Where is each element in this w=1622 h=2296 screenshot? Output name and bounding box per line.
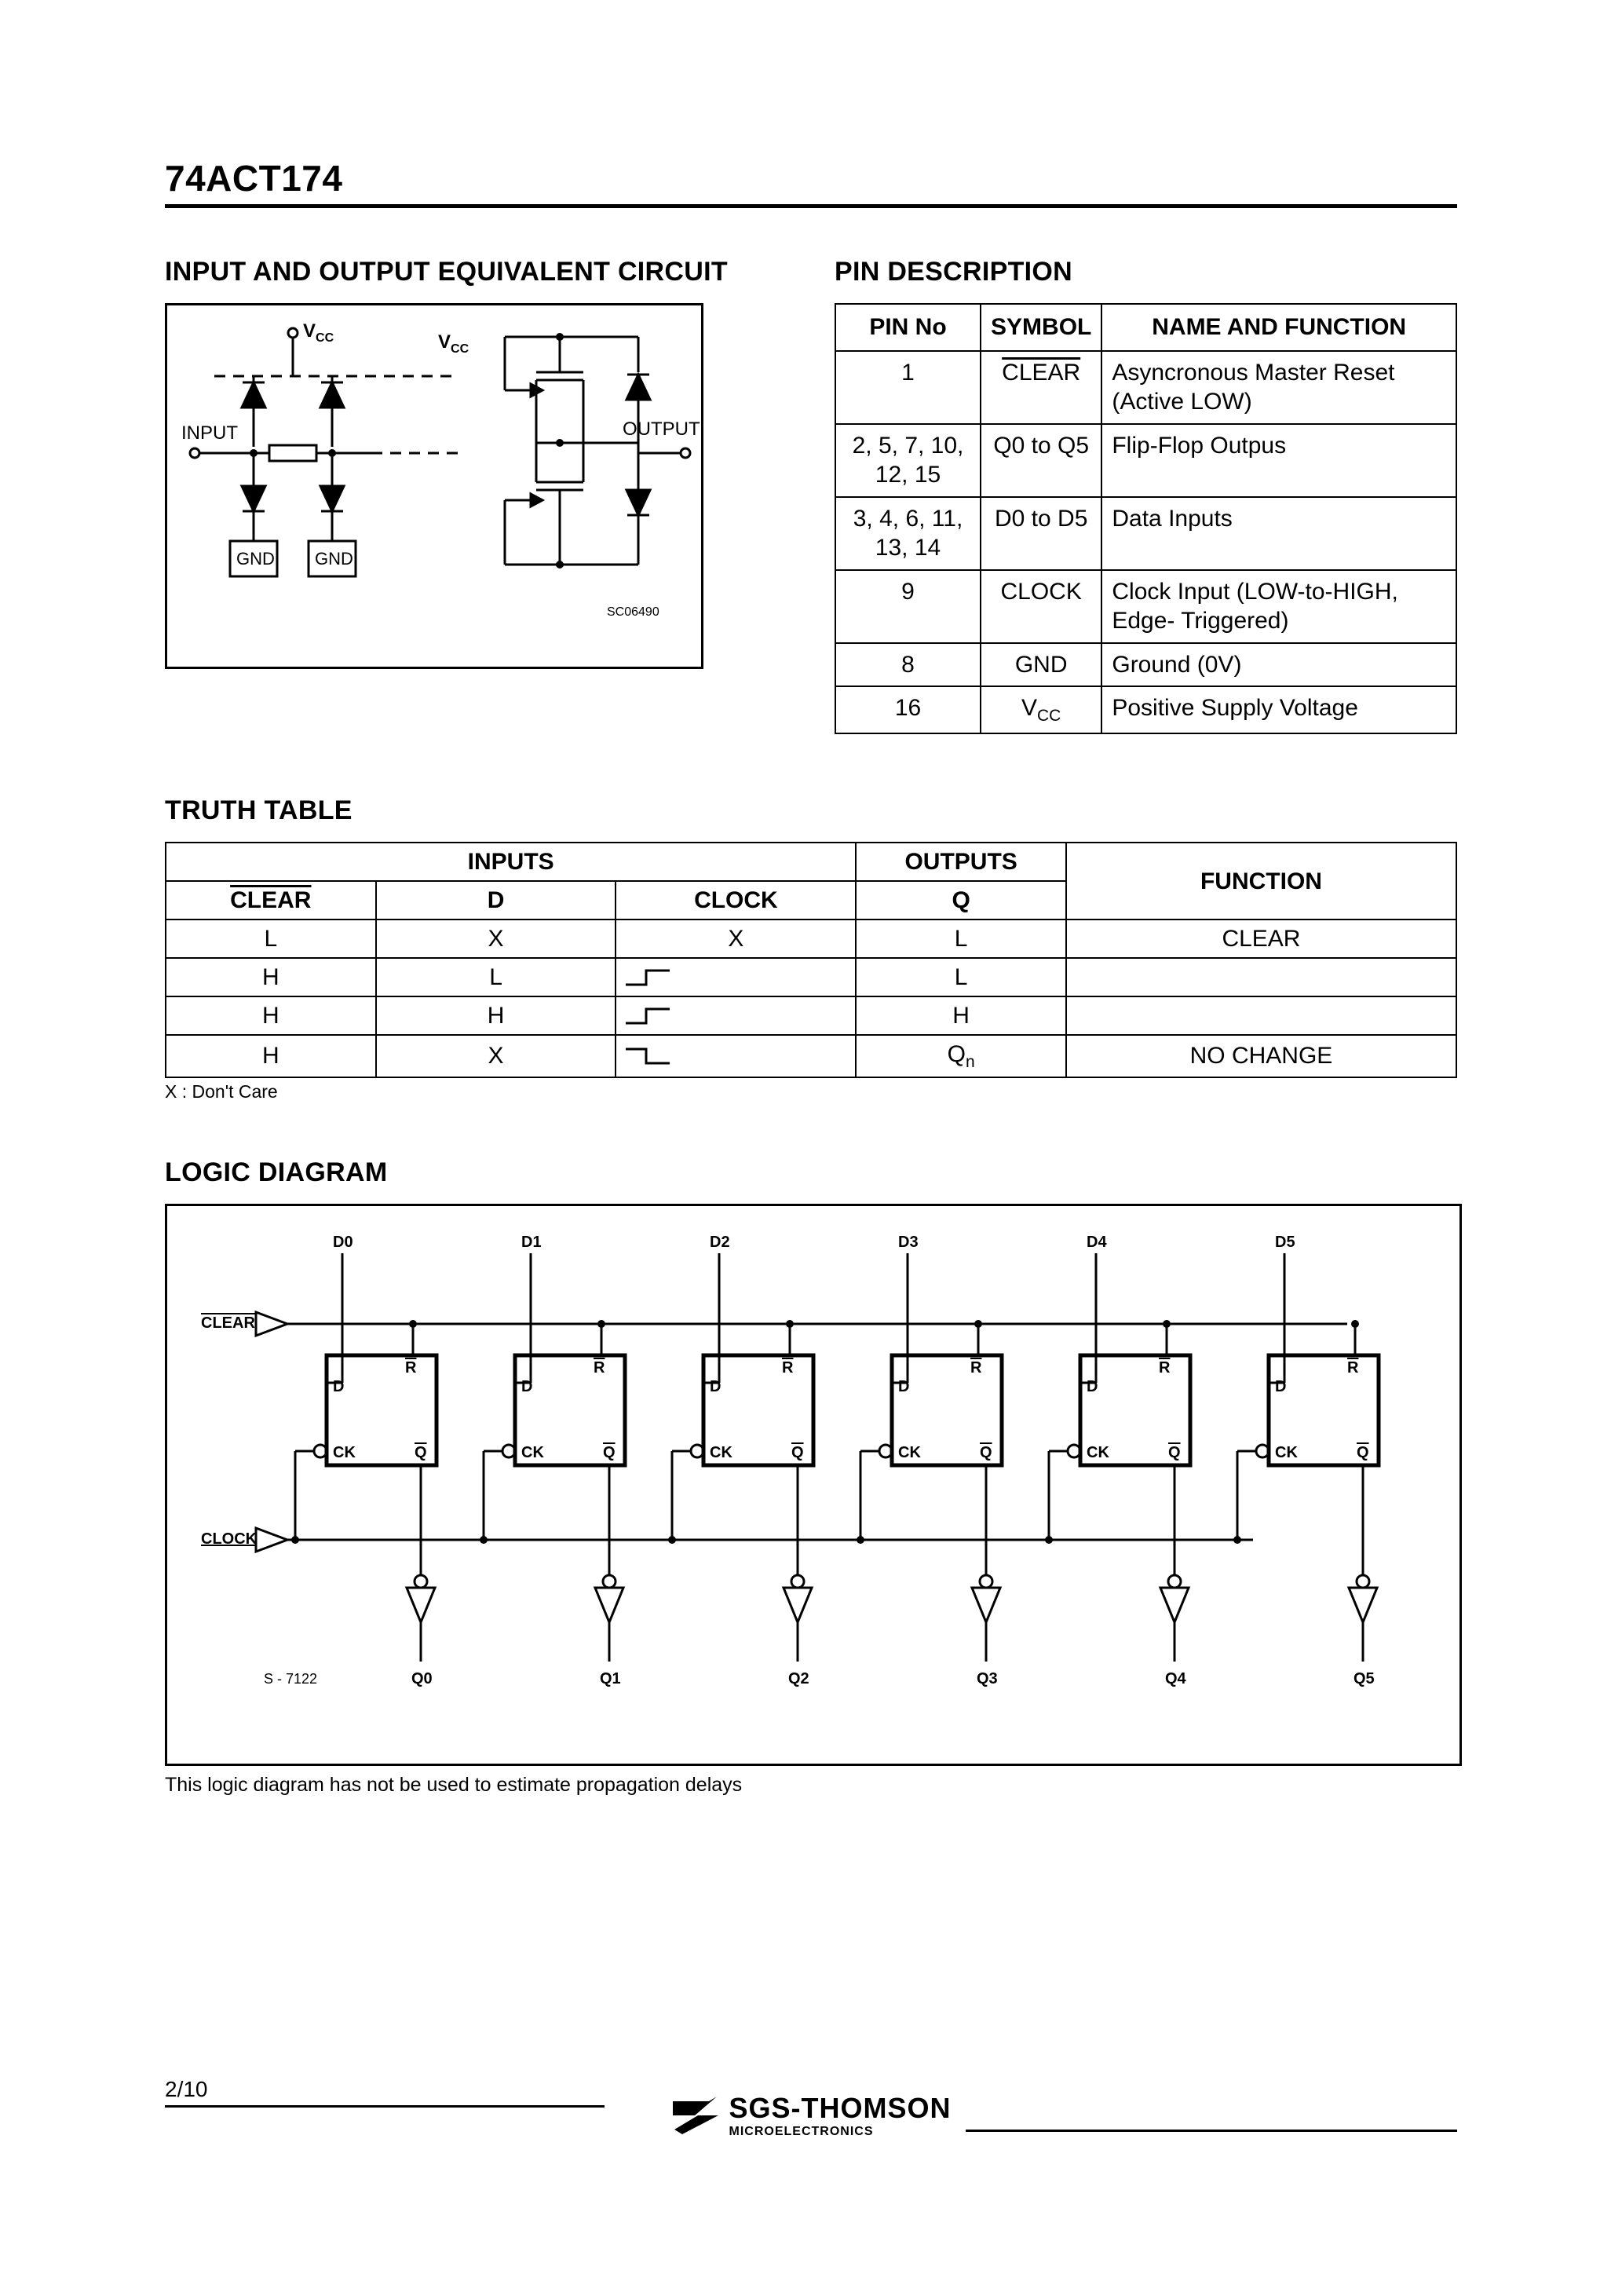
svg-text:GND: GND bbox=[236, 549, 275, 569]
logo-main-text: SGS-THOMSON bbox=[729, 2092, 952, 2125]
svg-text:CLEAR: CLEAR bbox=[201, 1314, 255, 1332]
svg-text:Q: Q bbox=[1168, 1444, 1181, 1461]
truth-header-function: FUNCTION bbox=[1066, 843, 1456, 919]
svg-text:OUTPUT: OUTPUT bbox=[623, 419, 700, 440]
svg-text:SC06490: SC06490 bbox=[607, 605, 659, 619]
logo-sub-text: MICROELECTRONICS bbox=[729, 2125, 952, 2139]
pin-header-symbol: SYMBOL bbox=[981, 304, 1101, 351]
svg-text:D: D bbox=[521, 1378, 532, 1395]
logic-diagram-caption: This logic diagram has not be used to es… bbox=[165, 1774, 1457, 1797]
svg-text:GND: GND bbox=[315, 549, 353, 569]
truth-subheader-q: Q bbox=[856, 881, 1066, 919]
svg-text:Q: Q bbox=[791, 1444, 804, 1461]
truth-table-title: TRUTH TABLE bbox=[165, 795, 1457, 826]
svg-text:Q4: Q4 bbox=[1165, 1670, 1187, 1687]
svg-text:Q0: Q0 bbox=[411, 1670, 433, 1687]
io-equivalent-circuit-diagram: VCC INPUT bbox=[165, 303, 703, 669]
svg-text:CK: CK bbox=[710, 1444, 732, 1461]
table-cell: 16 bbox=[835, 686, 981, 733]
svg-text:D3: D3 bbox=[898, 1234, 919, 1251]
svg-text:Q1: Q1 bbox=[600, 1670, 621, 1687]
logic-diagram: CLEAR CLOCK D0 R D CK Q Q0 D1 R D CK Q Q1 D2 R D CK Q Q2 D3 R… bbox=[165, 1204, 1462, 1766]
svg-text:Q2: Q2 bbox=[788, 1670, 809, 1687]
table-row: L X X L CLEAR bbox=[166, 919, 1456, 958]
table-cell: Ground (0V) bbox=[1101, 643, 1456, 687]
table-cell: 9 bbox=[835, 570, 981, 643]
svg-text:VCC: VCC bbox=[303, 320, 334, 345]
svg-text:VCC: VCC bbox=[438, 331, 469, 356]
pin-header-no: PIN No bbox=[835, 304, 981, 351]
svg-text:D: D bbox=[1087, 1378, 1098, 1395]
svg-text:CK: CK bbox=[898, 1444, 921, 1461]
table-cell: CLEAR bbox=[981, 351, 1101, 424]
svg-text:CK: CK bbox=[521, 1444, 544, 1461]
truth-header-inputs: INPUTS bbox=[166, 843, 856, 881]
svg-text:R: R bbox=[1347, 1359, 1359, 1377]
table-row: H X Qn NO CHANGE bbox=[166, 1035, 1456, 1077]
table-cell: 3, 4, 6, 11, 13, 14 bbox=[835, 497, 981, 570]
svg-text:Q5: Q5 bbox=[1353, 1670, 1375, 1687]
svg-text:R: R bbox=[594, 1359, 605, 1377]
svg-text:D4: D4 bbox=[1087, 1234, 1107, 1251]
svg-text:R: R bbox=[1159, 1359, 1171, 1377]
io-section-title: INPUT AND OUTPUT EQUIVALENT CIRCUIT bbox=[165, 257, 787, 287]
table-cell: Asyncronous Master Reset (Active LOW) bbox=[1101, 351, 1456, 424]
truth-table: INPUTS OUTPUTS FUNCTION CLEAR D CLOCK Q … bbox=[165, 842, 1457, 1077]
table-row: H L L bbox=[166, 958, 1456, 996]
truth-footnote: X : Don't Care bbox=[165, 1081, 1457, 1102]
svg-text:Q: Q bbox=[415, 1444, 427, 1461]
pin-section-title: PIN DESCRIPTION bbox=[835, 257, 1457, 287]
svg-text:INPUT: INPUT bbox=[181, 422, 238, 444]
table-cell: Q0 to Q5 bbox=[981, 424, 1101, 497]
table-row: H H H bbox=[166, 996, 1456, 1035]
truth-header-outputs: OUTPUTS bbox=[856, 843, 1066, 881]
svg-text:D1: D1 bbox=[521, 1234, 542, 1251]
svg-text:D2: D2 bbox=[710, 1234, 730, 1251]
table-cell: 8 bbox=[835, 643, 981, 687]
table-cell: GND bbox=[981, 643, 1101, 687]
svg-text:D: D bbox=[710, 1378, 721, 1395]
svg-text:D: D bbox=[333, 1378, 344, 1395]
svg-text:R: R bbox=[405, 1359, 417, 1377]
table-cell: D0 to D5 bbox=[981, 497, 1101, 570]
truth-subheader-d: D bbox=[376, 881, 616, 919]
svg-text:Q3: Q3 bbox=[977, 1670, 998, 1687]
svg-text:D: D bbox=[1275, 1378, 1286, 1395]
table-cell: 2, 5, 7, 10, 12, 15 bbox=[835, 424, 981, 497]
truth-subheader-clear: CLEAR bbox=[166, 881, 376, 919]
svg-text:R: R bbox=[782, 1359, 794, 1377]
svg-text:Q: Q bbox=[603, 1444, 616, 1461]
svg-text:D: D bbox=[898, 1378, 909, 1395]
page-footer: 2/10 SGS-THOMSON MICROELECTRONICS bbox=[165, 2077, 1457, 2139]
pin-header-name: NAME AND FUNCTION bbox=[1101, 304, 1456, 351]
part-number: 74ACT174 bbox=[165, 158, 342, 199]
truth-subheader-clock: CLOCK bbox=[616, 881, 856, 919]
table-cell: VCC bbox=[981, 686, 1101, 733]
svg-text:D0: D0 bbox=[333, 1234, 353, 1251]
table-cell: CLOCK bbox=[981, 570, 1101, 643]
pin-description-table: PIN No SYMBOL NAME AND FUNCTION 1 CLEAR … bbox=[835, 303, 1457, 734]
sgs-thomson-logo: SGS-THOMSON MICROELECTRONICS bbox=[671, 2092, 952, 2139]
svg-text:CK: CK bbox=[1087, 1444, 1109, 1461]
svg-text:CLOCK: CLOCK bbox=[201, 1530, 258, 1548]
table-cell: Clock Input (LOW-to-HIGH, Edge- Triggere… bbox=[1101, 570, 1456, 643]
svg-text:Q: Q bbox=[1357, 1444, 1369, 1461]
table-cell: Positive Supply Voltage bbox=[1101, 686, 1456, 733]
svg-text:CK: CK bbox=[1275, 1444, 1298, 1461]
table-cell: Flip-Flop Outpus bbox=[1101, 424, 1456, 497]
svg-text:Q: Q bbox=[980, 1444, 992, 1461]
svg-text:CK: CK bbox=[333, 1444, 356, 1461]
table-cell: Data Inputs bbox=[1101, 497, 1456, 570]
svg-text:S - 7122: S - 7122 bbox=[264, 1671, 317, 1687]
svg-text:D5: D5 bbox=[1275, 1234, 1295, 1251]
svg-text:R: R bbox=[970, 1359, 982, 1377]
logic-diagram-title: LOGIC DIAGRAM bbox=[165, 1157, 1457, 1188]
table-cell: 1 bbox=[835, 351, 981, 424]
